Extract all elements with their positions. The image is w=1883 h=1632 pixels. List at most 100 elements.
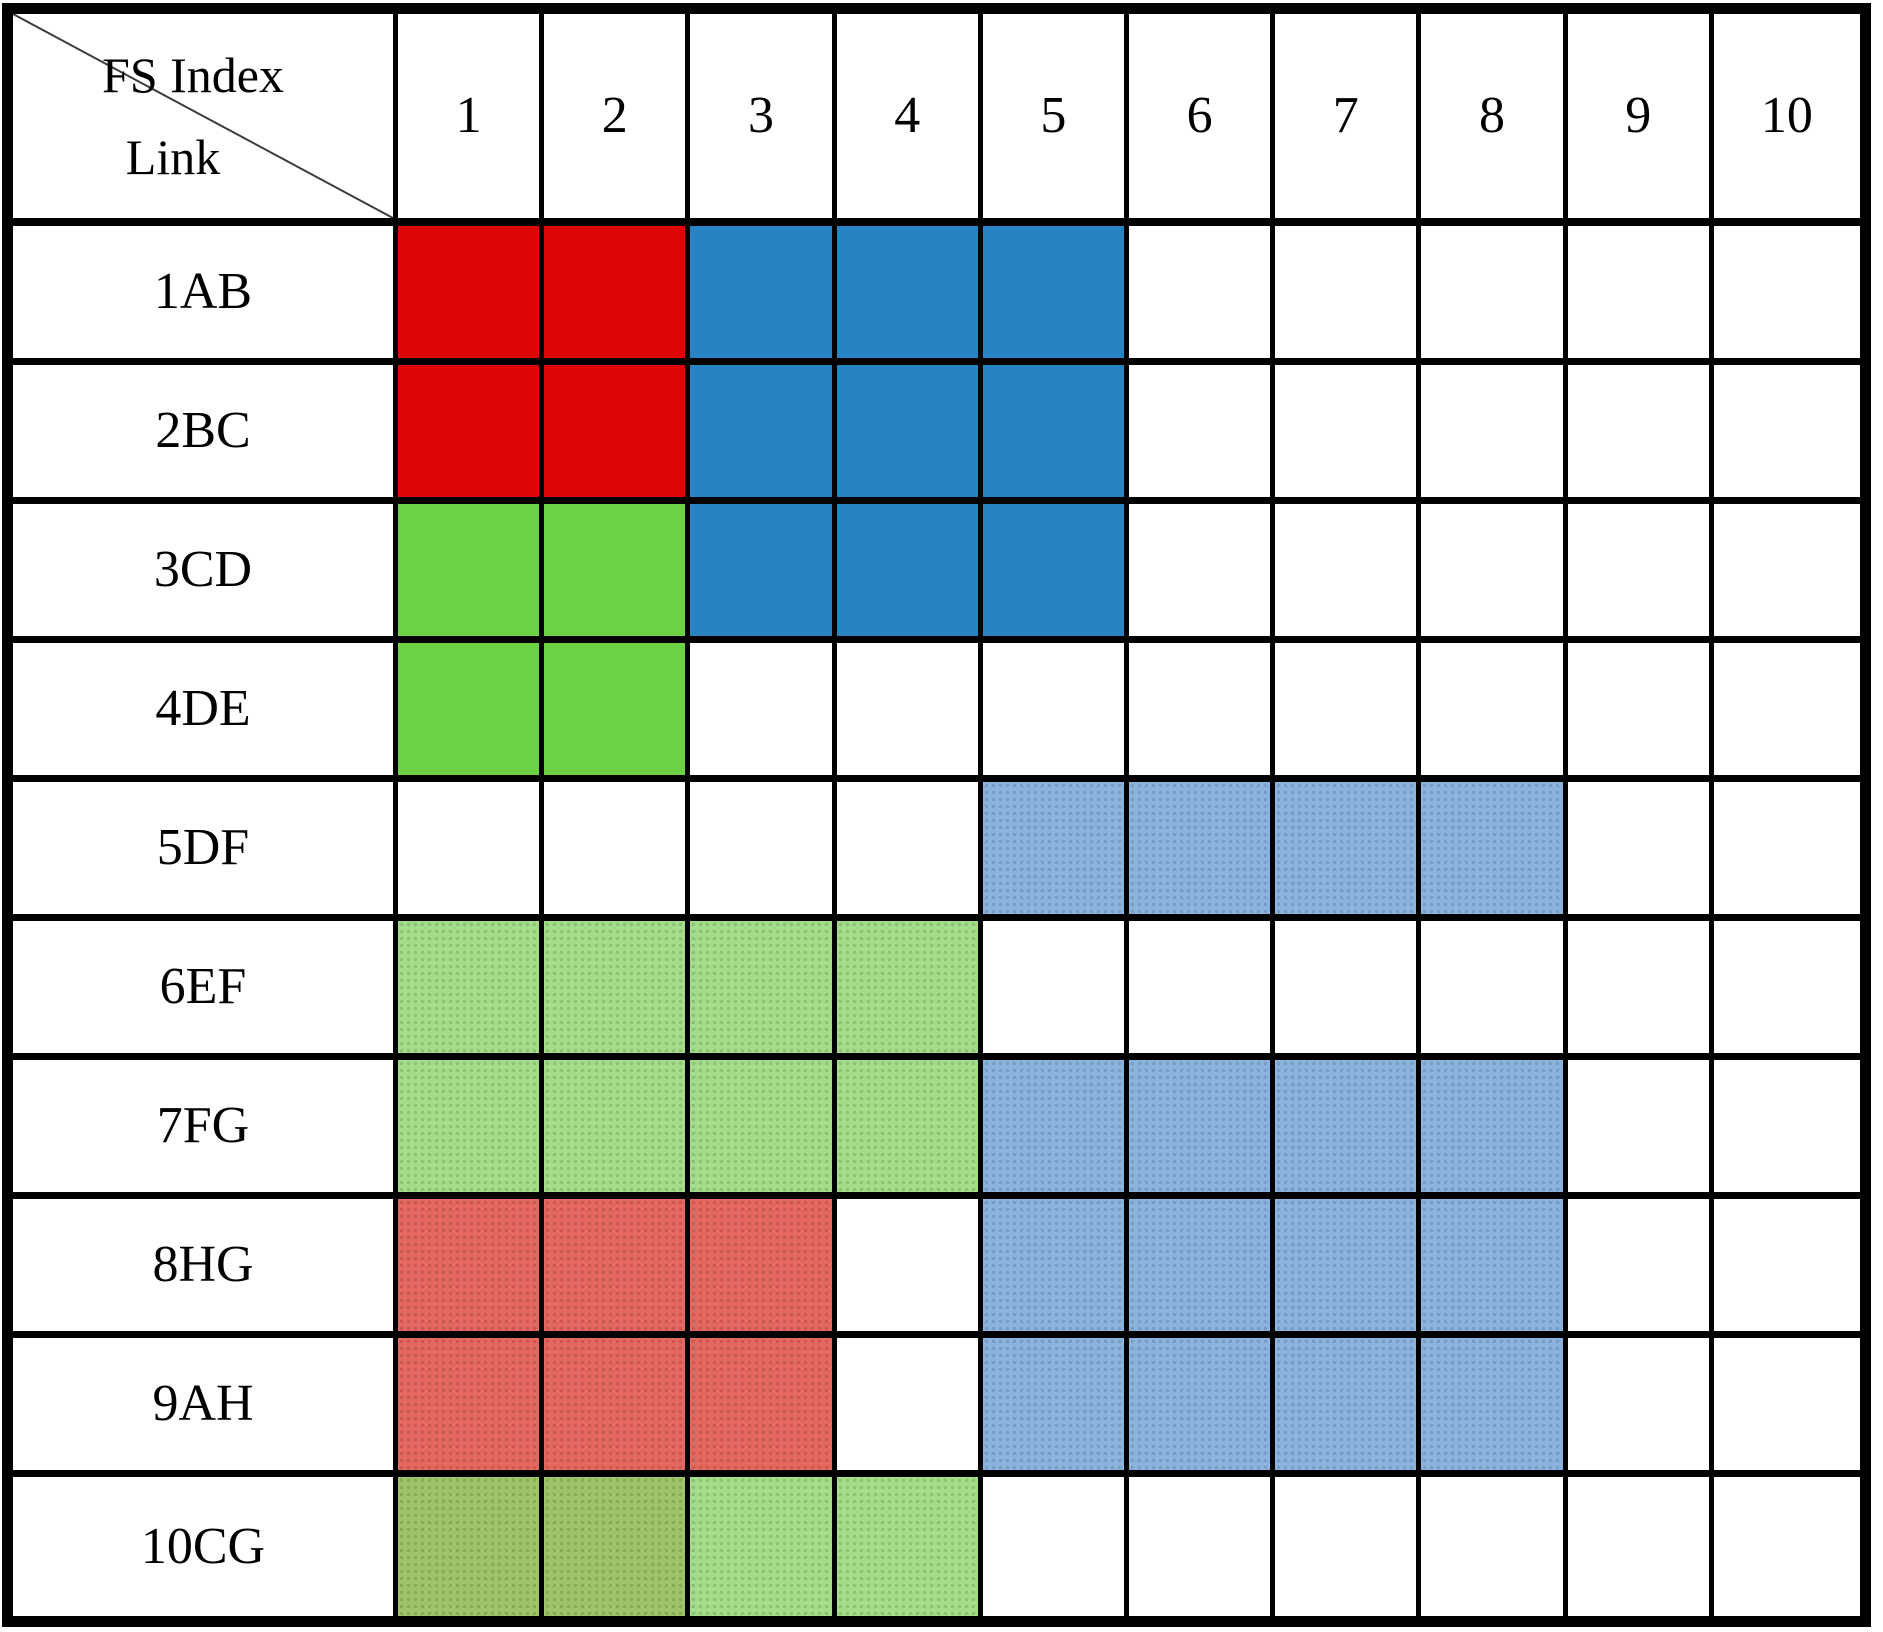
matrix-cell bbox=[1713, 643, 1860, 782]
matrix-cell bbox=[1567, 1477, 1714, 1616]
matrix-cell bbox=[1567, 1060, 1714, 1199]
matrix-cell bbox=[1128, 921, 1276, 1060]
row-label: 7FG bbox=[13, 1060, 398, 1199]
matrix-cell bbox=[544, 1060, 691, 1199]
matrix-table: FS Index Link 1 2 3 4 5 6 7 8 9 10 1AB 2BC 3CD 4DE 5DF 6E… bbox=[2, 3, 1871, 1627]
matrix-cell bbox=[1567, 1199, 1714, 1338]
matrix-cell bbox=[1421, 226, 1568, 365]
matrix-cell bbox=[690, 921, 837, 1060]
matrix-cell bbox=[1275, 1338, 1422, 1477]
matrix-cell bbox=[544, 1199, 691, 1338]
row-label: 4DE bbox=[13, 643, 398, 782]
matrix-cell bbox=[1128, 1060, 1276, 1199]
matrix-cell bbox=[1713, 1338, 1860, 1477]
matrix-cell bbox=[1713, 365, 1860, 504]
matrix-cell bbox=[1421, 1199, 1568, 1338]
column-header: 4 bbox=[836, 14, 983, 226]
row-label: 3CD bbox=[13, 504, 398, 643]
matrix-cell bbox=[1567, 226, 1714, 365]
matrix-cell bbox=[982, 1199, 1129, 1338]
matrix-cell bbox=[544, 504, 691, 643]
corner-header-cell: FS Index Link bbox=[13, 14, 398, 226]
matrix-cell bbox=[836, 365, 983, 504]
matrix-cell bbox=[1567, 643, 1714, 782]
matrix-cell bbox=[1275, 643, 1422, 782]
column-header: 1 bbox=[398, 14, 545, 226]
matrix-cell bbox=[1421, 1338, 1568, 1477]
diagonal-line bbox=[13, 14, 393, 218]
matrix-cell bbox=[544, 365, 691, 504]
matrix-cell bbox=[836, 226, 983, 365]
matrix-cell bbox=[690, 504, 837, 643]
matrix-cell bbox=[1128, 1199, 1276, 1338]
matrix-cell bbox=[1128, 226, 1276, 365]
matrix-cell bbox=[1275, 1477, 1422, 1616]
matrix-cell bbox=[1567, 782, 1714, 921]
matrix-cell bbox=[690, 365, 837, 504]
matrix-cell bbox=[836, 1199, 983, 1338]
matrix-cell bbox=[1275, 782, 1422, 921]
matrix-cell bbox=[1567, 1338, 1714, 1477]
row-label: 1AB bbox=[13, 226, 398, 365]
matrix-cell bbox=[1128, 365, 1276, 504]
column-header: 9 bbox=[1567, 14, 1714, 226]
matrix-cell bbox=[544, 226, 691, 365]
matrix-cell bbox=[982, 643, 1129, 782]
matrix-cell bbox=[1713, 504, 1860, 643]
matrix-cell bbox=[1128, 1338, 1276, 1477]
matrix-cell bbox=[982, 365, 1129, 504]
matrix-cell bbox=[982, 921, 1129, 1060]
matrix-cell bbox=[398, 1477, 545, 1616]
matrix-cell bbox=[1275, 1199, 1422, 1338]
matrix-cell bbox=[982, 504, 1129, 643]
matrix-cell bbox=[836, 921, 983, 1060]
row-label: 8HG bbox=[13, 1199, 398, 1338]
matrix-cell bbox=[544, 782, 691, 921]
matrix-cell bbox=[1275, 504, 1422, 643]
matrix-cell bbox=[1567, 365, 1714, 504]
matrix-cell bbox=[398, 1199, 545, 1338]
row-label: 2BC bbox=[13, 365, 398, 504]
matrix-cell bbox=[690, 643, 837, 782]
row-label: 10CG bbox=[13, 1477, 398, 1616]
row-label: 9AH bbox=[13, 1338, 398, 1477]
column-header: 7 bbox=[1275, 14, 1422, 226]
matrix-cell bbox=[1713, 1060, 1860, 1199]
matrix-cell bbox=[982, 1477, 1129, 1616]
matrix-cell bbox=[836, 504, 983, 643]
matrix-cell bbox=[398, 504, 545, 643]
matrix-cell bbox=[1421, 782, 1568, 921]
row-label: 5DF bbox=[13, 782, 398, 921]
column-header: 8 bbox=[1421, 14, 1568, 226]
matrix-cell bbox=[1421, 921, 1568, 1060]
matrix-cell bbox=[1275, 1060, 1422, 1199]
matrix-cell bbox=[690, 1477, 837, 1616]
matrix-cell bbox=[1421, 365, 1568, 504]
corner-label-link: Link bbox=[125, 129, 221, 185]
matrix-cell bbox=[544, 1477, 691, 1616]
matrix-cell bbox=[1128, 504, 1276, 643]
matrix-cell bbox=[398, 1338, 545, 1477]
matrix-cell bbox=[690, 1338, 837, 1477]
matrix-cell bbox=[1275, 365, 1422, 504]
matrix-cell bbox=[1567, 504, 1714, 643]
column-header: 5 bbox=[982, 14, 1129, 226]
matrix-cell bbox=[1421, 1060, 1568, 1199]
matrix-cell bbox=[1128, 782, 1276, 921]
matrix-cell bbox=[1421, 504, 1568, 643]
matrix-cell bbox=[690, 782, 837, 921]
matrix-cell bbox=[544, 1338, 691, 1477]
matrix-cell bbox=[1713, 226, 1860, 365]
column-header: 10 bbox=[1713, 14, 1860, 226]
matrix-cell bbox=[1421, 643, 1568, 782]
matrix-cell bbox=[836, 643, 983, 782]
matrix-cell bbox=[1713, 782, 1860, 921]
column-header: 6 bbox=[1128, 14, 1276, 226]
column-header: 2 bbox=[544, 14, 691, 226]
matrix-cell bbox=[544, 921, 691, 1060]
matrix-cell bbox=[544, 643, 691, 782]
matrix-cell bbox=[982, 1060, 1129, 1199]
matrix-cell bbox=[1128, 643, 1276, 782]
matrix-cell bbox=[398, 921, 545, 1060]
matrix-cell bbox=[1713, 1199, 1860, 1338]
